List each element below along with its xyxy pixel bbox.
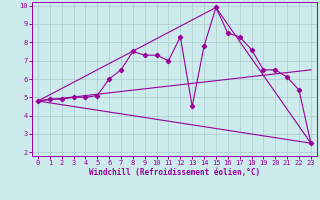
X-axis label: Windchill (Refroidissement éolien,°C): Windchill (Refroidissement éolien,°C) [89,168,260,177]
